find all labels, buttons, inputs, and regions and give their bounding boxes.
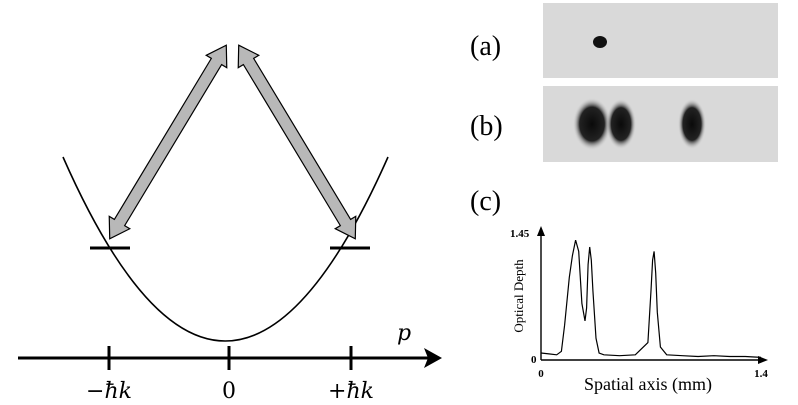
absorption-image-a: [543, 3, 778, 78]
dispersion-diagram: p −ħk 0 +ħk: [18, 44, 442, 404]
tick-label-plus-hk: +ħk: [328, 379, 374, 404]
plot-c-ylabel: Optical Depth: [511, 259, 526, 333]
panel-b: (b): [470, 86, 778, 162]
plot-c-y-max-label: 1.45: [510, 228, 530, 240]
plot-c-x-arrowhead: [758, 356, 768, 364]
panel-c: (c) 1.45 0 0 1.4 Optical Depth Spatial a…: [470, 186, 768, 395]
transition-arrow-left: [108, 44, 228, 240]
atom-cloud-b-1: [573, 98, 611, 150]
atom-cloud-b-2: [606, 99, 636, 149]
panel-a: (a): [470, 3, 778, 78]
dispersion-parabola: [62, 156, 389, 342]
panel-b-label: (b): [470, 111, 503, 142]
optical-depth-series: [540, 239, 762, 358]
atom-cloud-b-3: [678, 99, 706, 149]
plot-c-x-max-label: 1.4: [754, 368, 768, 380]
transition-arrow-right: [237, 44, 357, 240]
tick-label-zero: 0: [222, 379, 236, 404]
tick-label-minus-hk: −ħk: [86, 379, 132, 404]
momentum-axis-label: p: [397, 321, 411, 346]
plot-c-y-arrowhead: [537, 226, 545, 236]
plot-c-xlabel: Spatial axis (mm): [584, 374, 712, 395]
panel-c-label: (c): [470, 186, 501, 217]
plot-c-x-min-label: 0: [538, 368, 544, 380]
atom-cloud-a: [593, 36, 607, 48]
plot-c-y-min-label: 0: [531, 354, 537, 366]
momentum-axis-arrowhead: [424, 348, 442, 368]
panel-a-label: (a): [470, 31, 501, 62]
